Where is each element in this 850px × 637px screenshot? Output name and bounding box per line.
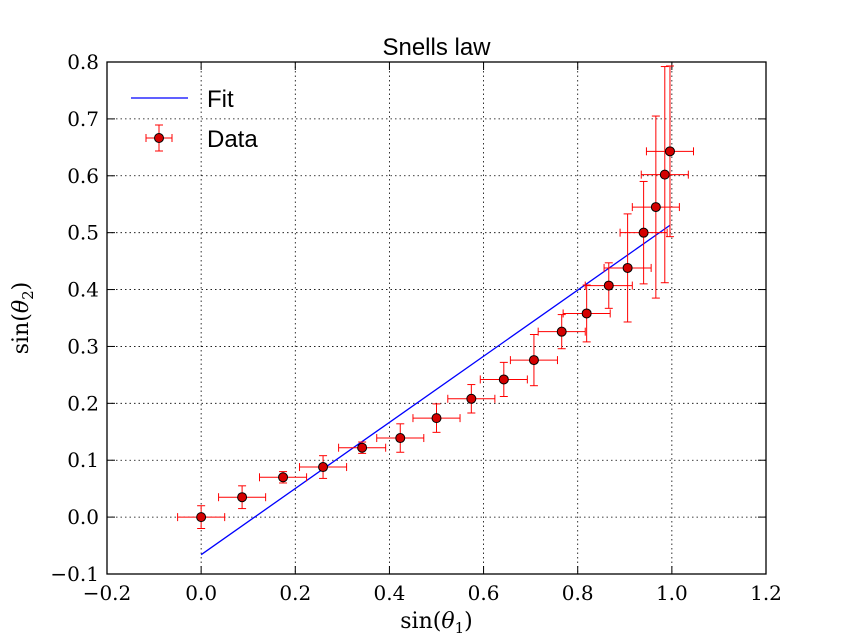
fit-line-layer [200,224,671,556]
y-tick-label: 0.8 [67,50,99,74]
data-marker [237,492,248,503]
x-tick-label: −0.2 [83,581,132,605]
data-marker [278,472,289,483]
data-point [619,180,668,285]
data-point [631,115,680,299]
x-tick-label: 1.0 [656,581,688,605]
data-marker [528,355,539,366]
data-marker [395,433,406,444]
data-marker [196,512,207,523]
data-point [479,361,528,398]
data-marker [650,202,661,213]
data-marker [498,374,509,385]
data-point [645,65,695,238]
data-marker [659,169,670,180]
x-tick-label: 0.0 [185,581,217,605]
data-marker [318,462,329,473]
data-marker [556,326,567,337]
y-tick-label: 0.5 [67,221,99,245]
data-point [259,471,308,484]
data-point [509,333,558,387]
chart-title: Snells law [382,34,491,61]
y-tick-label: 0.6 [67,164,99,188]
y-tick-label: 0.1 [67,448,99,472]
y-tick-label: −0.1 [50,562,99,586]
data-marker [622,262,633,273]
legend-data-swatch [145,124,173,152]
x-tick-label: 0.6 [468,581,500,605]
legend: Fit Data [131,86,258,153]
data-point [412,403,461,433]
data-point [338,441,387,454]
data-point [376,423,425,453]
y-tick-label: 0.0 [67,505,99,529]
data-marker [603,280,614,291]
data-point [447,384,496,414]
legend-data-marker [154,133,164,143]
data-points-layer [177,65,695,529]
data-point [299,455,348,479]
y-tick-label: 0.3 [67,334,99,358]
plot-frame [106,61,767,575]
y-tick-label: 0.7 [67,107,99,131]
x-tick-label: 0.8 [562,581,594,605]
data-marker [431,413,442,424]
y-tick-label: 0.4 [67,278,99,302]
legend-data-label: Data [207,126,258,153]
grid [107,62,766,574]
y-tick-label: 0.2 [67,391,99,415]
data-point [562,284,611,343]
x-tick-label: 1.2 [750,581,782,605]
data-marker [638,227,649,238]
fit-line [200,224,671,556]
data-marker [581,308,592,319]
data-point [177,505,226,529]
data-marker [466,393,477,404]
data-point [218,485,267,510]
x-tick-label: 0.4 [374,581,406,605]
data-point [584,262,633,309]
axis-ticks: −0.2 0.0 0.2 0.4 0.6 0.8 1.0 1.2 −0.1 0.0 0.1 0.2 0.… [50,50,781,605]
data-point [537,314,586,350]
data-marker [664,146,675,157]
x-tick-label: 0.2 [279,581,311,605]
data-marker [357,442,368,453]
y-axis-label: sin(θ2) [9,282,37,354]
x-axis-label: sin(θ1) [400,609,472,637]
legend-fit-label: Fit [207,86,234,113]
data-point [640,66,689,284]
